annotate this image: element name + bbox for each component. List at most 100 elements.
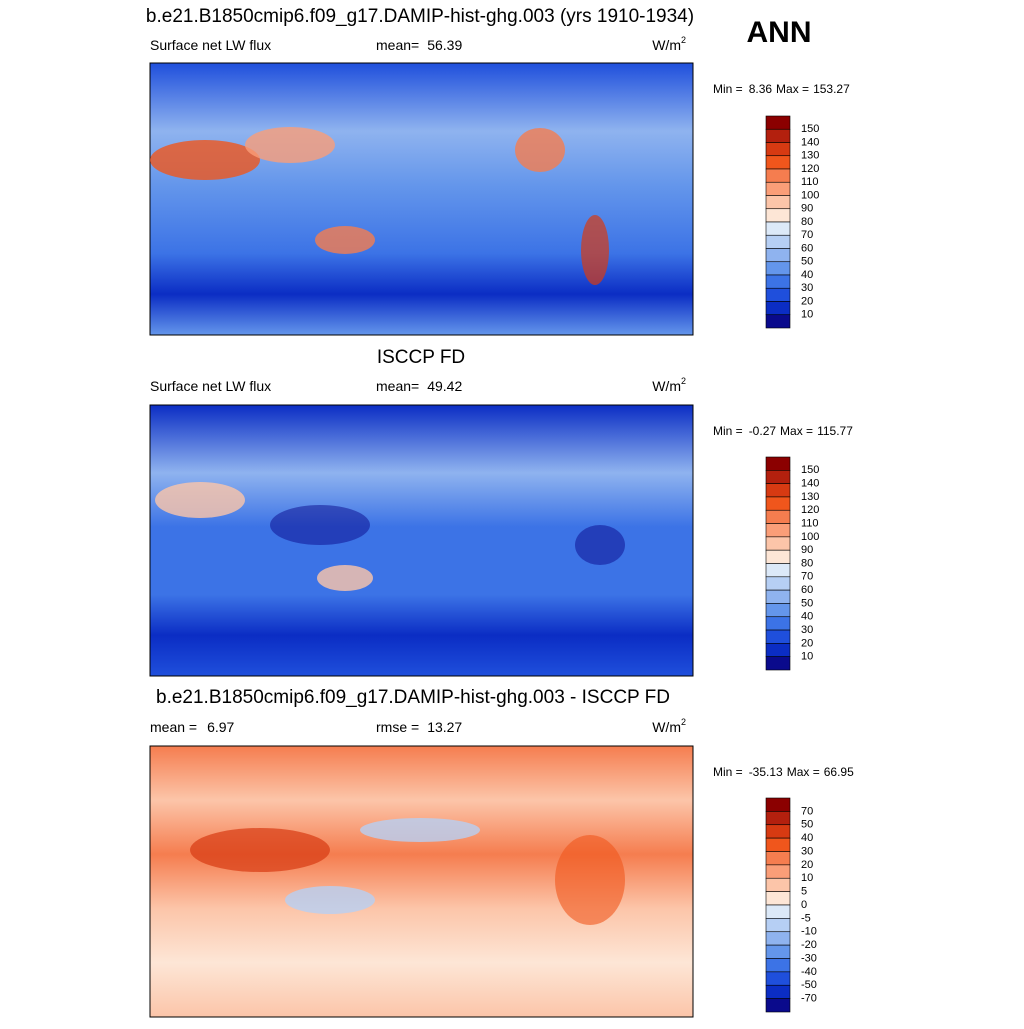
units: W/m2 bbox=[652, 376, 686, 394]
colorbar-box bbox=[765, 864, 791, 879]
left-value: 6.97 bbox=[207, 719, 234, 735]
colorbar-box bbox=[765, 643, 791, 657]
colorbar-box bbox=[765, 234, 791, 249]
colorbar-label: 40 bbox=[801, 832, 813, 844]
max-value: 66.95 bbox=[824, 765, 854, 779]
panel-title: b.e21.B1850cmip6.f09_g17.DAMIP-hist-ghg.… bbox=[156, 687, 670, 708]
panel-title: b.e21.B1850cmip6.f09_g17.DAMIP-hist-ghg.… bbox=[146, 6, 694, 27]
map-feature bbox=[315, 226, 375, 254]
colorbar-box bbox=[765, 195, 791, 210]
colorbar-label: 110 bbox=[801, 517, 819, 529]
panel: b.e21.B1850cmip6.f09_g17.DAMIP-hist-ghg.… bbox=[149, 687, 854, 1018]
panel: b.e21.B1850cmip6.f09_g17.DAMIP-hist-ghg.… bbox=[146, 6, 850, 336]
colorbar-label: 30 bbox=[801, 282, 813, 294]
colorbar-box bbox=[765, 931, 791, 946]
max-label: Max = bbox=[776, 82, 809, 96]
map bbox=[149, 62, 694, 336]
colorbar-label: 120 bbox=[801, 163, 819, 175]
colorbar-label: 30 bbox=[801, 624, 813, 636]
colorbar-label: -10 bbox=[801, 926, 817, 938]
colorbar-box bbox=[765, 877, 791, 892]
min-max: Min = 8.36 Max = 153.27 bbox=[713, 82, 850, 96]
colorbar-box bbox=[765, 998, 791, 1013]
stat-label: mean= 56.39 bbox=[376, 37, 462, 53]
map-feature bbox=[285, 886, 375, 914]
colorbar-box bbox=[765, 314, 791, 329]
colorbar-box bbox=[765, 208, 791, 223]
stat-label: rmse = 13.27 bbox=[376, 719, 462, 735]
colorbar-box bbox=[765, 221, 791, 236]
map-feature bbox=[245, 127, 335, 163]
colorbar-label: 70 bbox=[801, 229, 813, 241]
colorbar-label: 140 bbox=[801, 478, 819, 490]
colorbar-box bbox=[765, 261, 791, 276]
colorbar-box bbox=[765, 181, 791, 196]
colorbar-box bbox=[765, 563, 791, 578]
colorbar-label: 10 bbox=[801, 309, 813, 321]
min-value: 8.36 bbox=[749, 82, 773, 96]
colorbar-box bbox=[765, 797, 791, 812]
colorbar-box bbox=[765, 958, 791, 973]
colorbar-box bbox=[765, 904, 791, 919]
colorbar-label: 10 bbox=[801, 872, 813, 884]
colorbar-box bbox=[765, 824, 791, 839]
panel: ISCCP FD Surface net LW flux mean= 49.42 … bbox=[149, 347, 853, 677]
colorbar-box bbox=[765, 616, 791, 631]
max-value: 153.27 bbox=[813, 82, 850, 96]
colorbar-label: 120 bbox=[801, 504, 819, 516]
left-label: Surface net LW flux bbox=[150, 378, 271, 394]
map-feature bbox=[150, 140, 260, 180]
min-value: -35.13 bbox=[749, 765, 783, 779]
left-label: Surface net LW flux bbox=[150, 37, 271, 53]
colorbar-box bbox=[765, 155, 791, 170]
colorbar-box bbox=[765, 168, 791, 183]
colorbar-box bbox=[765, 837, 791, 852]
colorbar-label: 60 bbox=[801, 584, 813, 596]
min-max: Min = -35.13 Max = 66.95 bbox=[713, 765, 854, 779]
map-feature bbox=[190, 828, 330, 872]
colorbar-box bbox=[765, 576, 791, 591]
colorbar-label: 0 bbox=[801, 899, 807, 911]
colorbar-label: 40 bbox=[801, 611, 813, 623]
map-feature bbox=[555, 835, 625, 925]
colorbar-label: 100 bbox=[801, 531, 819, 543]
units-text: W/m bbox=[652, 378, 681, 394]
colorbar-label: 20 bbox=[801, 859, 813, 871]
colorbar-label: 100 bbox=[801, 189, 819, 201]
max-label: Max = bbox=[787, 765, 820, 779]
colorbar-label: -20 bbox=[801, 939, 817, 951]
colorbar-box bbox=[765, 509, 791, 524]
stat-label: mean= 49.42 bbox=[376, 378, 462, 394]
left-label: mean = 6.97 bbox=[150, 719, 235, 735]
colorbar-box bbox=[765, 918, 791, 933]
colorbar-box bbox=[765, 128, 791, 143]
units-sup: 2 bbox=[681, 35, 686, 45]
colorbar-label: -30 bbox=[801, 952, 817, 964]
min-value: -0.27 bbox=[749, 424, 777, 438]
colorbar-label: 150 bbox=[801, 123, 819, 135]
colorbar-label: 70 bbox=[801, 805, 813, 817]
colorbar-box bbox=[765, 456, 791, 471]
colorbar-label: 130 bbox=[801, 150, 819, 162]
min-label: Min = bbox=[713, 82, 743, 96]
colorbar-label: 20 bbox=[801, 295, 813, 307]
colorbar-label: 150 bbox=[801, 464, 819, 476]
max-value: 115.77 bbox=[817, 424, 853, 438]
units-text: W/m bbox=[652, 37, 681, 53]
colorbar-label: -50 bbox=[801, 979, 817, 991]
colorbar-box bbox=[765, 944, 791, 959]
units: W/m2 bbox=[652, 717, 686, 735]
colorbar-box bbox=[765, 851, 791, 866]
colorbar-label: 10 bbox=[801, 651, 813, 663]
colorbar-label: 40 bbox=[801, 269, 813, 281]
colorbar-box bbox=[765, 549, 791, 564]
colorbar-box bbox=[765, 891, 791, 906]
map-feature bbox=[270, 505, 370, 545]
map-feature bbox=[581, 215, 609, 285]
map-feature bbox=[575, 525, 625, 565]
colorbar-box bbox=[765, 811, 791, 826]
colorbar-label: 60 bbox=[801, 242, 813, 254]
colorbar-box bbox=[765, 589, 791, 604]
colorbar-label: 70 bbox=[801, 571, 813, 583]
left-name: mean = bbox=[150, 719, 197, 735]
